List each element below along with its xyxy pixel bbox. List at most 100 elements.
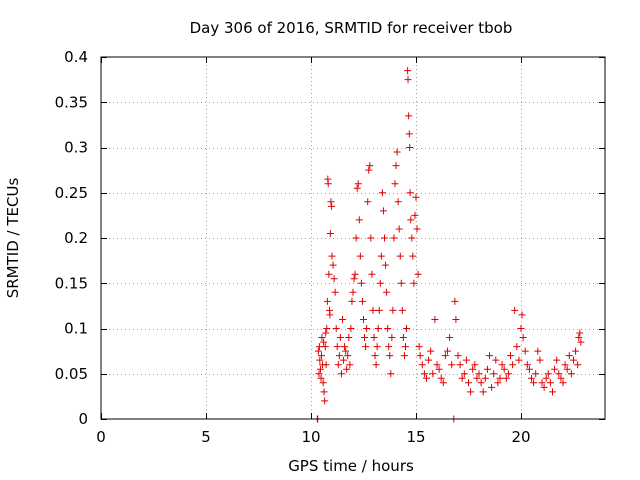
y-tick-label: 0.4 [64, 48, 88, 66]
data-point [317, 374, 325, 382]
data-point [353, 184, 361, 192]
data-point [509, 361, 517, 369]
data-point [475, 370, 483, 378]
data-point [410, 279, 418, 287]
data-point [494, 379, 502, 387]
data-point [365, 166, 373, 174]
data-point [352, 234, 360, 242]
data-point [479, 388, 487, 396]
data-point [441, 352, 449, 360]
data-point [570, 356, 577, 364]
data-point [483, 365, 491, 373]
data-point [378, 189, 386, 197]
data-point [348, 297, 356, 305]
data-point [364, 198, 372, 206]
y-tick-label: 0.2 [64, 229, 88, 247]
data-point [481, 374, 489, 382]
data-point [406, 144, 414, 151]
data-point [437, 374, 445, 382]
data-point [406, 189, 414, 197]
data-point [314, 347, 322, 355]
data-point [346, 361, 354, 369]
data-point [454, 352, 462, 360]
data-point [492, 356, 500, 364]
data-point [358, 297, 366, 305]
data-point [366, 162, 374, 170]
data-point [342, 347, 350, 355]
data-point [429, 370, 437, 378]
data-point [446, 334, 454, 342]
data-point [322, 361, 330, 369]
data-point [341, 343, 349, 351]
data-point [393, 148, 401, 156]
y-tick-label: 0.1 [64, 320, 88, 338]
data-point [458, 374, 466, 382]
data-point [328, 202, 336, 210]
data-point [326, 229, 334, 237]
data-point [557, 374, 565, 382]
data-point [431, 315, 439, 323]
data-point [386, 352, 394, 360]
data-point [385, 343, 393, 351]
data-point [409, 252, 417, 260]
data-point [321, 397, 329, 405]
data-point [575, 334, 583, 342]
data-point [389, 306, 397, 314]
data-point [327, 198, 335, 206]
data-point [576, 329, 584, 337]
data-point [404, 76, 412, 84]
data-point [542, 374, 550, 382]
data-points [313, 67, 585, 423]
data-point [397, 279, 405, 287]
data-point [349, 288, 357, 296]
chart-title: Day 306 of 2016, SRMTID for receiver tbo… [190, 19, 513, 37]
data-point [471, 361, 479, 369]
x-tick-label: 10 [301, 428, 320, 446]
data-point [396, 252, 404, 260]
data-point [360, 315, 367, 323]
data-point [525, 365, 533, 373]
data-point [496, 374, 504, 382]
data-point [322, 329, 330, 337]
data-point [555, 370, 563, 378]
data-point [357, 279, 365, 287]
data-point [333, 343, 341, 351]
data-point [377, 252, 385, 260]
data-point [469, 365, 477, 373]
data-point [540, 383, 548, 391]
data-point [374, 325, 382, 332]
data-point [368, 270, 376, 278]
data-point [363, 325, 371, 332]
data-point [420, 370, 428, 378]
data-point [375, 306, 383, 314]
data-point [369, 306, 377, 314]
y-tick-label: 0 [78, 410, 88, 428]
data-point [318, 334, 326, 342]
x-axis-title: GPS time / hours [288, 457, 414, 475]
data-point [373, 343, 381, 351]
data-point [504, 370, 512, 378]
data-point [551, 365, 559, 373]
data-point [553, 356, 561, 364]
data-point [325, 270, 333, 278]
data-point [394, 198, 402, 206]
data-point [507, 352, 514, 360]
data-point [316, 356, 324, 364]
data-point [411, 211, 419, 219]
data-point [518, 311, 526, 319]
data-point [448, 361, 456, 369]
data-point [350, 275, 358, 283]
data-point [402, 343, 409, 351]
data-point [513, 343, 521, 351]
data-point [371, 352, 379, 360]
data-point [577, 338, 585, 346]
y-tick-label: 0.35 [55, 93, 88, 111]
data-point [528, 374, 535, 382]
data-point [465, 379, 472, 387]
data-point [315, 370, 323, 378]
data-point [500, 365, 508, 373]
data-point [384, 325, 392, 332]
data-point [356, 252, 364, 260]
data-point [355, 216, 363, 224]
